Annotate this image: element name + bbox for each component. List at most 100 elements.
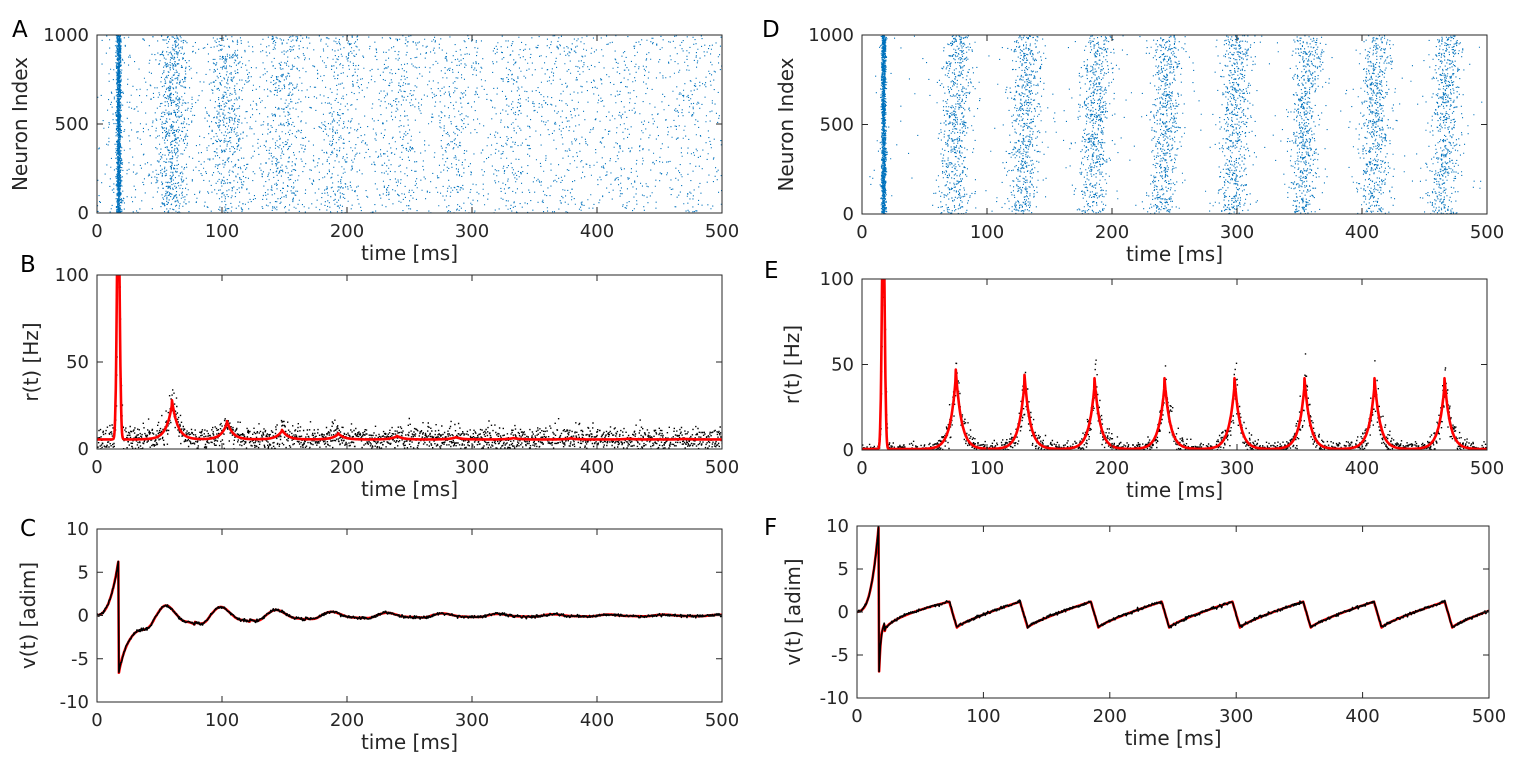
x-tick-label: 200 (1095, 458, 1129, 479)
panel-letter: D (762, 17, 780, 43)
x-tick-label: 400 (580, 457, 614, 478)
plot-area (97, 560, 722, 674)
x-tick-label: 500 (705, 710, 739, 731)
simulation-curve (97, 560, 722, 673)
x-tick-label: 200 (1093, 706, 1127, 727)
y-tick-label: 500 (55, 114, 89, 135)
y-tick-label: -5 (71, 649, 89, 670)
y-axis-label: v(t) [adim] (16, 562, 40, 669)
x-tick-label: 500 (1470, 222, 1504, 243)
raster-spikes (869, 35, 1483, 214)
y-tick-label: -10 (60, 692, 89, 713)
plot-area (97, 35, 722, 213)
y-axis-label: Neuron Index (774, 57, 798, 191)
panel-letter: F (764, 515, 777, 541)
panel-letter: A (12, 17, 28, 43)
x-axis-label: time [ms] (361, 241, 458, 265)
x-axis-label: time [ms] (361, 730, 458, 754)
x-tick-label: 100 (205, 457, 239, 478)
x-tick-label: 500 (1472, 706, 1506, 727)
y-tick-label: 500 (820, 115, 854, 136)
x-tick-label: 300 (455, 457, 489, 478)
y-tick-label: 5 (838, 559, 849, 580)
y-tick-label: 100 (55, 265, 89, 286)
y-axis-label: r(t) [Hz] (780, 325, 804, 404)
panel-b: 0 100 200 300 400 500 0 50 100 time [ms] r(t) [Hz]… (19, 252, 739, 501)
simulation-dots (97, 275, 722, 449)
x-tick-label: 0 (856, 458, 867, 479)
y-tick-label: 0 (838, 602, 849, 623)
plot-area (862, 279, 1487, 450)
x-axis-label: time [ms] (1126, 478, 1223, 502)
plot-area (857, 526, 1489, 673)
x-tick-label: 0 (91, 457, 102, 478)
x-tick-label: 200 (330, 221, 364, 242)
plot-area (97, 275, 722, 449)
theory-curve (857, 526, 1489, 673)
y-axis-label: v(t) [adim] (781, 558, 805, 665)
x-tick-label: 300 (455, 710, 489, 731)
raster-spikes (97, 35, 722, 213)
x-tick-label: 100 (205, 221, 239, 242)
panel-f: 0 100 200 300 400 500 -10 -5 0 5 10 time [ms] v(t) [… (764, 515, 1506, 750)
x-tick-label: 0 (91, 710, 102, 731)
y-tick-label: 50 (831, 355, 854, 376)
x-tick-label: 400 (1345, 222, 1379, 243)
x-tick-label: 0 (91, 221, 102, 242)
x-tick-label: 400 (580, 710, 614, 731)
y-tick-label: 0 (78, 439, 89, 460)
axes-box (96, 274, 723, 450)
theory-curve (862, 279, 1487, 450)
x-tick-label: 200 (1095, 222, 1129, 243)
y-tick-label: 0 (843, 440, 854, 461)
x-tick-label: 300 (1220, 222, 1254, 243)
x-tick-label: 200 (330, 710, 364, 731)
panel-d: 0 100 200 300 400 500 0 500 1000 time [ms] Neuron … (762, 17, 1504, 266)
x-tick-label: 500 (1470, 458, 1504, 479)
y-tick-label: 0 (78, 203, 89, 224)
y-tick-label: 50 (66, 352, 89, 373)
x-tick-label: 100 (966, 706, 1000, 727)
y-axis-label: r(t) [Hz] (19, 322, 43, 401)
x-axis-label: time [ms] (1126, 242, 1223, 266)
x-tick-label: 100 (970, 222, 1004, 243)
panel-letter: B (20, 252, 36, 278)
plot-area (869, 35, 1483, 214)
y-tick-label: 1000 (808, 25, 854, 46)
x-tick-label: 0 (851, 706, 862, 727)
x-tick-label: 500 (705, 457, 739, 478)
x-tick-label: 400 (580, 221, 614, 242)
simulation-curve (857, 526, 1489, 673)
axes-box (96, 34, 723, 214)
panel-e: 0 100 200 300 400 500 0 50 100 time [ms] r(t) [Hz]… (764, 258, 1504, 502)
simulation-dots (862, 279, 1487, 450)
x-axis-label: time [ms] (1124, 726, 1221, 750)
x-tick-label: 400 (1345, 458, 1379, 479)
x-tick-label: 300 (1219, 706, 1253, 727)
y-tick-label: 10 (66, 519, 89, 540)
x-tick-label: 400 (1345, 706, 1379, 727)
x-tick-label: 200 (330, 457, 364, 478)
y-tick-label: 10 (826, 516, 849, 537)
x-tick-label: 100 (205, 710, 239, 731)
x-tick-label: 0 (856, 222, 867, 243)
theory-curve (97, 275, 722, 441)
x-tick-label: 300 (455, 221, 489, 242)
y-tick-label: -5 (831, 645, 849, 666)
y-tick-label: 0 (78, 606, 89, 627)
panel-c: 0 100 200 300 400 500 -10 -5 0 5 10 time [ms] v(t) [… (16, 516, 739, 754)
x-tick-label: 100 (970, 458, 1004, 479)
panel-letter: E (764, 258, 779, 284)
panel-a: 0 100 200 300 400 500 0 500 1000 time [ms] Neuron … (8, 17, 739, 265)
y-tick-label: 1000 (43, 25, 89, 46)
y-tick-label: 0 (843, 204, 854, 225)
y-axis-label: Neuron Index (8, 57, 32, 191)
panel-letter: C (20, 516, 36, 542)
x-tick-label: 500 (705, 221, 739, 242)
x-axis-label: time [ms] (361, 477, 458, 501)
y-tick-label: 5 (78, 562, 89, 583)
x-tick-label: 300 (1220, 458, 1254, 479)
y-tick-label: 100 (820, 269, 854, 290)
y-tick-label: -10 (820, 688, 849, 709)
